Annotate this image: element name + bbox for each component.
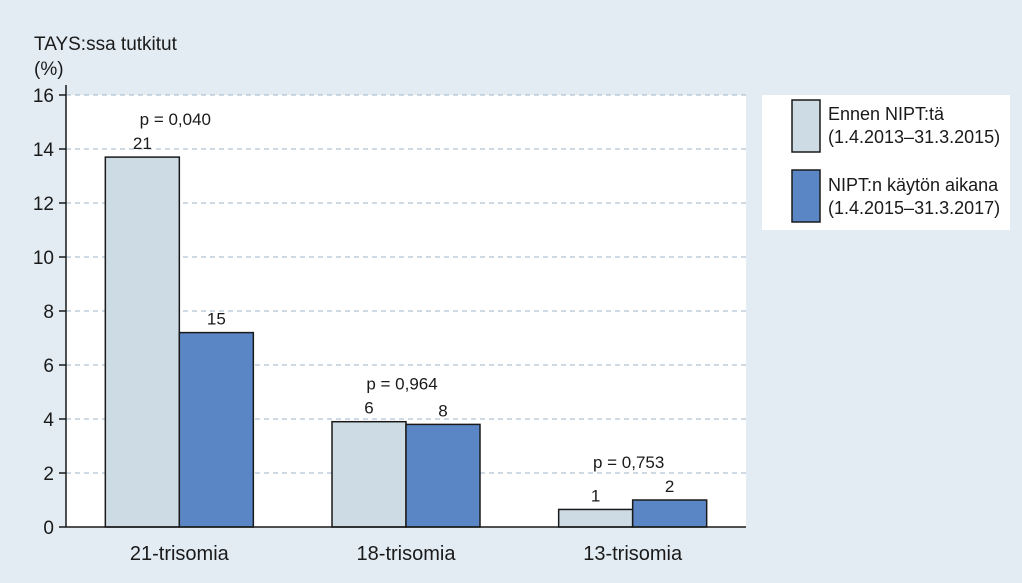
legend: Ennen NIPT:tä (1.4.2013–31.3.2015) NIPT:… — [762, 95, 1010, 230]
bar-count-label: 8 — [438, 401, 447, 420]
y-tick-label: 2 — [43, 464, 54, 485]
y-axis-label-line2: (%) — [34, 59, 64, 80]
bars-group — [104, 156, 708, 528]
x-axis: 21-trisomia 18-trisomia 13-trisomia — [66, 526, 746, 565]
y-tick-label: 0 — [43, 518, 54, 539]
y-tick-label: 4 — [43, 410, 54, 431]
legend-swatch-during — [791, 169, 821, 223]
bar-count-label: 2 — [665, 477, 674, 496]
x-tick-label: 18-trisomia — [357, 543, 457, 565]
x-tick-label: 21-trisomia — [130, 543, 230, 565]
p-value-label: p = 0,964 — [366, 375, 437, 394]
x-tick-label: 13-trisomia — [583, 543, 683, 565]
legend-label-before-line1: Ennen NIPT:tä — [828, 104, 945, 124]
y-axis-label-line1: TAYS:ssa tutkitut — [34, 34, 178, 55]
bar-21-trisomia-series-1 — [178, 331, 255, 528]
bar-13-trisomia-series-1 — [631, 499, 708, 528]
legend-label-during-line2: (1.4.2015–31.3.2017) — [828, 198, 1000, 218]
y-tick-label: 16 — [33, 86, 54, 107]
bar-count-label: 15 — [207, 310, 226, 329]
p-value-label: p = 0,040 — [140, 110, 211, 129]
data-labels-group: 21 15 p = 0,040 6 8p = 0,964 1 2p = 0,753 — [133, 110, 675, 505]
bar-count-label: 6 — [364, 399, 373, 418]
y-tick-label: 12 — [33, 194, 54, 215]
bar-count-label: 1 — [591, 486, 600, 505]
bar-13-trisomia-series-0 — [557, 508, 634, 528]
legend-label-during-line1: NIPT:n käytön aikana — [828, 175, 999, 195]
legend-swatch-before — [791, 99, 821, 153]
y-tick-label: 8 — [43, 302, 54, 323]
legend-label-before-line2: (1.4.2013–31.3.2015) — [828, 127, 1000, 147]
bar-18-trisomia-series-0 — [331, 420, 407, 528]
p-value-label: p = 0,753 — [593, 453, 664, 472]
y-axis: 0 2 4 6 8 10 12 14 16 — [33, 85, 67, 539]
y-tick-label: 10 — [33, 248, 54, 269]
y-tick-label: 6 — [43, 356, 54, 377]
bar-count-label: 21 — [133, 134, 152, 153]
bar-18-trisomia-series-1 — [405, 423, 481, 528]
bar-21-trisomia-series-0 — [104, 156, 181, 528]
y-tick-label: 14 — [33, 140, 55, 161]
